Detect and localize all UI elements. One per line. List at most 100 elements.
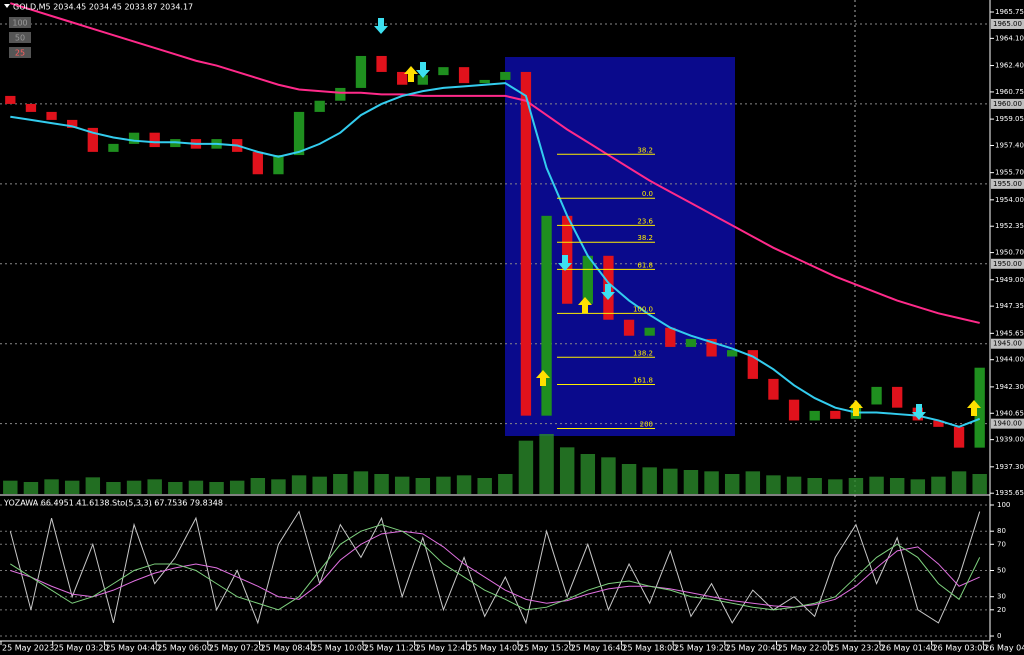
- volume-bar: [931, 476, 946, 494]
- candle: [500, 71, 511, 80]
- candle: [933, 420, 944, 427]
- candle: [706, 338, 717, 357]
- volume-bar: [580, 454, 596, 494]
- y-tick-label: 1952.35: [995, 222, 1024, 230]
- volume-bar: [209, 482, 224, 494]
- oscillator-title: YOZAWA 66.4951 41.6138 Sto(5,3,3) 67.753…: [3, 499, 223, 508]
- y-tick-label: 80: [997, 527, 1006, 535]
- candle: [809, 410, 820, 421]
- volume-bar: [910, 479, 926, 494]
- fib-label: 0.0: [642, 190, 653, 198]
- sell-arrow: [416, 62, 430, 78]
- fib-label: 61.8: [637, 261, 653, 269]
- volume-bar: [683, 470, 699, 494]
- volume-bar: [951, 471, 967, 494]
- buy-arrow: [404, 66, 418, 82]
- oscillator-line: [9, 510, 981, 625]
- zoom-button[interactable]: [9, 17, 31, 28]
- y-tick-label: 1939.00: [995, 436, 1024, 444]
- level-label: 1940.00: [993, 420, 1022, 428]
- candle: [5, 95, 16, 104]
- y-tick-label: 1955.70: [995, 169, 1024, 177]
- level-label: 1960.00: [993, 100, 1022, 108]
- y-tick-label: 50: [997, 567, 1006, 575]
- x-tick-label: 25 May 16:40: [571, 644, 626, 653]
- moving-average: [10, 2, 980, 324]
- x-tick-label: 25 May 06:00: [157, 644, 212, 653]
- level-label-box: [991, 338, 1024, 349]
- volume-bar: [271, 479, 286, 494]
- level-label-box: [991, 98, 1024, 109]
- candle: [355, 55, 367, 88]
- y-tick-label: 1944.00: [995, 356, 1024, 364]
- x-tick-label: 25 May 03:20: [54, 644, 109, 653]
- volume-bar: [559, 447, 575, 494]
- volume-bar: [786, 476, 802, 494]
- x-tick-label: 25 May 22:00: [778, 644, 833, 653]
- fib-label: 38.2: [637, 146, 653, 154]
- level-label-box: [991, 18, 1024, 29]
- x-tick-label: 25 May 12:40: [416, 644, 471, 653]
- volume-bar: [23, 482, 39, 494]
- zoom-buttons: 100 50 25: [9, 17, 31, 58]
- volume-bar: [621, 464, 637, 494]
- x-tick-label: 25 May 18:00: [622, 644, 677, 653]
- signal-arrows: [374, 18, 981, 420]
- volume-bar: [972, 474, 987, 494]
- y-tick-label: 20: [997, 606, 1006, 614]
- candle: [582, 255, 593, 304]
- x-tick-label: 25 May 20:40: [726, 644, 781, 653]
- y-tick-label: 1965.75: [995, 8, 1024, 16]
- zoom-button[interactable]: [9, 32, 31, 43]
- volume-bar: [663, 468, 678, 494]
- volume-bar: [848, 478, 864, 494]
- y-tick-label: 1940.65: [995, 409, 1024, 417]
- candle: [128, 132, 140, 144]
- volume-bar: [642, 467, 657, 494]
- highlight-zone: [505, 57, 735, 436]
- volume-bar: [291, 475, 307, 494]
- y-tick-label: 1945.65: [995, 329, 1024, 337]
- sell-arrow: [558, 255, 572, 271]
- volume-bar: [869, 476, 884, 494]
- candle: [397, 71, 408, 85]
- oscillator-line: [10, 530, 980, 608]
- volume-bar: [498, 474, 513, 494]
- volume-bar: [250, 478, 266, 494]
- x-tick-label: 25 May 07:20: [209, 644, 264, 653]
- candle: [520, 71, 532, 416]
- candle: [892, 386, 903, 408]
- y-tick-label: 0: [997, 632, 1001, 640]
- y-tick-label: 1964.10: [995, 34, 1024, 42]
- volume-bar: [85, 477, 101, 494]
- candle: [479, 79, 490, 84]
- y-tick-label: 1937.30: [995, 463, 1024, 471]
- volume-bar: [333, 474, 348, 494]
- volume-bar: [44, 479, 59, 494]
- x-tick-label: 25 May 04:40: [105, 644, 160, 653]
- y-tick-label: 70: [997, 540, 1006, 548]
- y-tick-label: 1954.00: [995, 196, 1024, 204]
- zoom-button[interactable]: [9, 47, 31, 58]
- volume-bar: [3, 480, 18, 494]
- candle: [727, 350, 738, 357]
- level-label: 1950.00: [993, 260, 1022, 268]
- candle: [768, 378, 779, 400]
- candle: [747, 350, 758, 379]
- level-label-box: [991, 178, 1024, 189]
- volume-bar: [106, 482, 121, 494]
- y-tick-label: 100: [997, 501, 1010, 509]
- x-tick-label: 25 May 2023: [2, 644, 54, 653]
- sell-arrow: [374, 18, 388, 34]
- candle: [685, 338, 697, 347]
- x-tick-label: 25 May 10:00: [312, 644, 367, 653]
- candle: [376, 55, 387, 72]
- x-tick-label: 25 May 11:20: [364, 644, 419, 653]
- volume-bar: [724, 474, 740, 494]
- fib-label: 100.0: [633, 305, 653, 313]
- candle: [252, 151, 263, 175]
- fib-label: 161.8: [633, 376, 653, 384]
- candle: [314, 100, 325, 112]
- x-tick-label: 25 May 14:00: [467, 644, 522, 653]
